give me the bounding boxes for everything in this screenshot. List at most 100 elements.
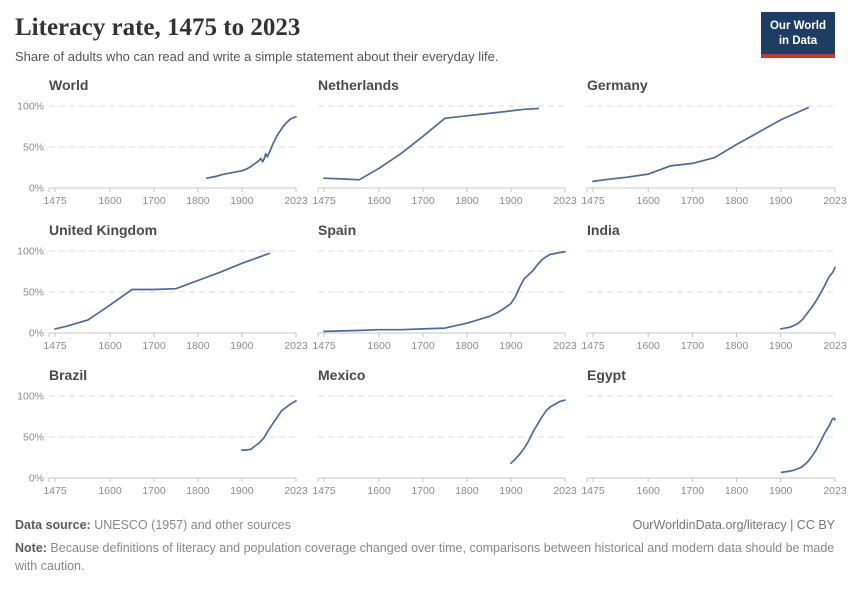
attribution-link[interactable]: OurWorldinData.org/literacy | CC BY <box>632 517 835 532</box>
owid-logo[interactable]: Our World in Data <box>760 12 835 58</box>
data-source-text: UNESCO (1957) and other sources <box>90 517 291 532</box>
svg-text:1475: 1475 <box>312 340 336 352</box>
facet-brazil: Brazil 0% 50% 100% 1475 1600 1700 1800 1900 2023 <box>15 366 308 502</box>
svg-text:1700: 1700 <box>411 485 435 497</box>
svg-text:1700: 1700 <box>142 195 166 207</box>
facet-title: Netherlands <box>318 76 399 93</box>
note-text: Because definitions of literacy and popu… <box>15 540 835 573</box>
page-subtitle: Share of adults who can read and write a… <box>15 48 499 64</box>
chart-world: 0% 50% 100% 1475 1600 1700 1800 1900 2023 <box>15 96 308 212</box>
svg-text:1600: 1600 <box>367 195 391 207</box>
svg-text:1700: 1700 <box>681 195 705 207</box>
svg-text:2023: 2023 <box>823 485 847 497</box>
svg-text:1475: 1475 <box>312 195 336 207</box>
svg-text:0%: 0% <box>29 472 44 484</box>
svg-text:1800: 1800 <box>455 340 479 352</box>
svg-text:1800: 1800 <box>725 485 749 497</box>
chart-brazil: 0% 50% 100% 1475 1600 1700 1800 1900 2023 <box>15 386 308 502</box>
svg-text:50%: 50% <box>23 431 44 443</box>
svg-text:1700: 1700 <box>142 340 166 352</box>
svg-text:1800: 1800 <box>186 195 210 207</box>
svg-text:1800: 1800 <box>186 485 210 497</box>
facet-title: Germany <box>587 76 648 93</box>
facet-title: Spain <box>318 221 357 238</box>
svg-text:0%: 0% <box>29 182 44 194</box>
svg-text:1475: 1475 <box>581 340 605 352</box>
facet-title: Egypt <box>587 366 626 383</box>
svg-text:1700: 1700 <box>411 340 435 352</box>
svg-text:1800: 1800 <box>455 195 479 207</box>
data-source-label: Data source: <box>15 517 91 532</box>
chart-mexico: 1475 1600 1700 1800 1900 2023 <box>297 386 577 502</box>
svg-text:2023: 2023 <box>553 485 577 497</box>
facet-title: Mexico <box>318 366 366 383</box>
page-title: Literacy rate, 1475 to 2023 <box>15 14 301 41</box>
data-source-line: Data source: UNESCO (1957) and other sou… <box>15 516 291 534</box>
svg-text:1600: 1600 <box>367 340 391 352</box>
svg-text:1600: 1600 <box>637 340 661 352</box>
note-label: Note: <box>15 540 47 555</box>
owid-logo-line2: in Data <box>778 34 818 47</box>
svg-text:1600: 1600 <box>637 485 661 497</box>
svg-text:1900: 1900 <box>499 485 523 497</box>
svg-text:1600: 1600 <box>367 485 391 497</box>
chart-netherlands: 1475 1600 1700 1800 1900 2023 <box>297 96 577 212</box>
facet-mexico: Mexico 1475 1600 1700 1800 1900 2023 <box>297 366 577 502</box>
owid-logo-line1: Our World <box>769 20 826 32</box>
facet-netherlands: Netherlands 1475 1600 1700 1800 1900 2023 <box>297 76 577 212</box>
svg-text:1900: 1900 <box>769 340 793 352</box>
svg-text:1900: 1900 <box>230 340 254 352</box>
chart-spain: 1475 1600 1700 1800 1900 2023 <box>297 241 577 357</box>
svg-text:100%: 100% <box>17 100 44 112</box>
facet-india: India 1475 1600 1700 1800 1900 2023 <box>566 221 847 357</box>
chart-united-kingdom: 0% 50% 100% 1475 1600 1700 1800 1900 2023 <box>15 241 308 357</box>
chart-india: 1475 1600 1700 1800 1900 2023 <box>566 241 847 357</box>
facet-title: India <box>587 221 620 238</box>
svg-text:1900: 1900 <box>769 195 793 207</box>
footer-note: Note: Because definitions of literacy an… <box>15 539 835 575</box>
svg-text:1475: 1475 <box>312 485 336 497</box>
svg-text:1800: 1800 <box>455 485 479 497</box>
svg-text:2023: 2023 <box>284 485 308 497</box>
svg-text:1475: 1475 <box>43 340 67 352</box>
svg-text:1700: 1700 <box>681 340 705 352</box>
facet-title: United Kingdom <box>49 221 158 238</box>
svg-text:0%: 0% <box>29 327 44 339</box>
svg-text:100%: 100% <box>17 245 44 257</box>
svg-text:1900: 1900 <box>230 485 254 497</box>
small-multiples-grid: World 0% 50% 100% 1475 1600 1700 1800 1900 2023 … <box>15 76 847 512</box>
svg-text:1900: 1900 <box>230 195 254 207</box>
chart-footer: Data source: UNESCO (1957) and other sou… <box>15 516 835 575</box>
owid-literacy-chart: Literacy rate, 1475 to 2023 Share of adu… <box>15 10 847 575</box>
svg-text:2023: 2023 <box>284 340 308 352</box>
facet-title: Brazil <box>49 366 88 383</box>
facet-spain: Spain 1475 1600 1700 1800 1900 2023 <box>297 221 577 357</box>
svg-text:1600: 1600 <box>98 195 122 207</box>
footer-source-row: Data source: UNESCO (1957) and other sou… <box>15 516 835 534</box>
chart-germany: 1475 1600 1700 1800 1900 2023 <box>566 96 847 212</box>
facet-united-kingdom: United Kingdom 0% 50% 100% 1475 1600 1700 1800… <box>15 221 308 357</box>
facet-egypt: Egypt 1475 1600 1700 1800 1900 2023 <box>566 366 847 502</box>
svg-text:1800: 1800 <box>725 195 749 207</box>
svg-text:50%: 50% <box>23 141 44 153</box>
svg-text:1900: 1900 <box>769 485 793 497</box>
svg-text:1800: 1800 <box>725 340 749 352</box>
svg-text:1700: 1700 <box>142 485 166 497</box>
svg-text:1900: 1900 <box>499 195 523 207</box>
svg-text:1900: 1900 <box>499 340 523 352</box>
svg-text:1600: 1600 <box>637 195 661 207</box>
svg-text:1600: 1600 <box>98 485 122 497</box>
svg-text:1700: 1700 <box>411 195 435 207</box>
chart-egypt: 1475 1600 1700 1800 1900 2023 <box>566 386 847 502</box>
facet-world: World 0% 50% 100% 1475 1600 1700 1800 1900 2023 <box>15 76 308 212</box>
svg-text:2023: 2023 <box>284 195 308 207</box>
facet-title: World <box>49 76 89 93</box>
svg-text:1475: 1475 <box>43 195 67 207</box>
chart-header: Literacy rate, 1475 to 2023 Share of adu… <box>15 10 835 77</box>
svg-text:1800: 1800 <box>186 340 210 352</box>
svg-text:1600: 1600 <box>98 340 122 352</box>
svg-text:2023: 2023 <box>823 340 847 352</box>
header-text: Literacy rate, 1475 to 2023 Share of adu… <box>15 10 498 77</box>
svg-text:2023: 2023 <box>823 195 847 207</box>
svg-text:1475: 1475 <box>581 485 605 497</box>
